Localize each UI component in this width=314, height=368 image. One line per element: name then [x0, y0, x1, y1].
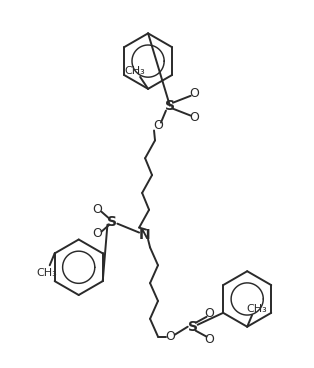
- Text: S: S: [188, 320, 198, 334]
- Text: O: O: [190, 111, 200, 124]
- Text: O: O: [165, 330, 175, 343]
- Text: CH₃: CH₃: [125, 66, 146, 76]
- Text: O: O: [190, 87, 200, 100]
- Text: S: S: [165, 99, 175, 113]
- Text: CH₃: CH₃: [247, 304, 268, 314]
- Text: O: O: [205, 307, 214, 320]
- Text: O: O: [153, 119, 163, 132]
- Text: O: O: [93, 227, 102, 240]
- Text: S: S: [107, 215, 117, 229]
- Text: O: O: [93, 203, 102, 216]
- Text: O: O: [205, 333, 214, 346]
- Text: N: N: [138, 227, 150, 241]
- Text: CH₃: CH₃: [36, 268, 57, 278]
